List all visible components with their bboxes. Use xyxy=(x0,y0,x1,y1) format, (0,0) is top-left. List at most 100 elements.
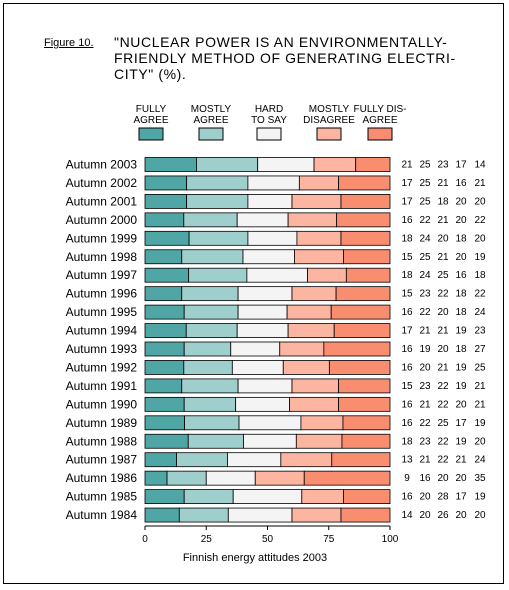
category-label: Autumn 1985 xyxy=(66,490,138,504)
value-label-hard-to-say: 21 xyxy=(437,362,449,373)
bar-segment-hard-to-say xyxy=(231,360,284,375)
bar-segment-mostly-agree xyxy=(183,489,234,505)
value-label-mostly-agree: 21 xyxy=(419,326,431,337)
legend-label-fully-agree: FULLY AGREE xyxy=(133,104,168,126)
bar-segment-mostly-disagree xyxy=(307,267,347,283)
value-label-mostly-agree: 23 xyxy=(419,289,431,300)
bar-segment-hard-to-say xyxy=(247,230,298,246)
category-label: Autumn 1987 xyxy=(66,453,138,467)
value-label-hard-to-say: 23 xyxy=(437,160,449,171)
value-label-fully-agree: 16 xyxy=(401,399,413,410)
value-label-fully-disagree: 21 xyxy=(474,399,486,410)
category-labels: Autumn 2003 Autumn 2002 Autumn 2001 Autumn … xyxy=(66,158,138,523)
value-label-mostly-agree: 20 xyxy=(419,362,431,373)
bar-segment-mostly-disagree xyxy=(296,230,342,246)
value-label-fully-agree: 15 xyxy=(401,252,413,263)
bar-segment-fully-disagree xyxy=(333,323,391,338)
value-label-hard-to-say: 22 xyxy=(437,455,449,466)
category-label: Autumn 1991 xyxy=(66,379,138,393)
value-label-fully-disagree: 35 xyxy=(474,473,486,484)
category-label: Autumn 1999 xyxy=(66,231,138,245)
value-label-hard-to-say: 20 xyxy=(437,473,449,484)
value-label-fully-agree: 17 xyxy=(401,178,413,189)
value-label-hard-to-say: 22 xyxy=(437,289,449,300)
value-label-fully-disagree: 23 xyxy=(474,326,486,337)
bar-segment-fully-disagree xyxy=(338,396,391,412)
bar-segment-mostly-agree xyxy=(178,507,229,523)
bar-segment-hard-to-say xyxy=(247,175,300,191)
bar-segment-mostly-disagree xyxy=(291,193,342,209)
value-label-fully-disagree: 21 xyxy=(474,381,486,392)
value-label-fully-agree: 16 xyxy=(401,344,413,355)
bar-segment-mostly-disagree xyxy=(291,507,342,523)
bar-segment-mostly-agree xyxy=(186,193,249,209)
bar-segment-fully-disagree xyxy=(335,286,391,302)
bar-segment-hard-to-say xyxy=(227,507,293,523)
value-label-hard-to-say: 22 xyxy=(437,381,449,392)
bar-segment-mostly-agree xyxy=(183,341,232,357)
value-label-mostly-agree: 19 xyxy=(419,344,431,355)
legend: FULLY AGREE MOSTLY AGREE HARD TO SAY MOSTLY DIS… xyxy=(133,104,406,141)
value-label-hard-to-say: 21 xyxy=(437,326,449,337)
value-label-fully-disagree: 19 xyxy=(474,252,486,263)
value-label-mostly-agree: 25 xyxy=(419,160,431,171)
bar-segment-fully-agree xyxy=(144,433,189,449)
bar-segment-mostly-disagree xyxy=(301,489,344,505)
bar-segment-fully-disagree xyxy=(340,230,391,246)
x-tick-label: 100 xyxy=(382,534,399,545)
value-label-hard-to-say: 20 xyxy=(437,307,449,318)
value-label-fully-disagree: 20 xyxy=(474,436,486,447)
bar-segment-fully-agree xyxy=(144,396,185,412)
bar-segment-mostly-agree xyxy=(188,267,248,283)
bar-segment-fully-agree xyxy=(144,304,185,320)
bar-segment-fully-disagree xyxy=(303,470,391,486)
value-label-mostly-agree: 21 xyxy=(419,399,431,410)
bar-segment-mostly-disagree xyxy=(286,304,332,320)
bar-segment-fully-agree xyxy=(144,323,187,338)
value-label-mostly-disagree: 18 xyxy=(455,233,467,244)
value-label-fully-disagree: 24 xyxy=(474,307,486,318)
figure-title: "NUCLEAR POWER IS AN ENVIRONMENTALLY- FR… xyxy=(114,34,456,82)
category-label: Autumn 1986 xyxy=(66,471,138,485)
value-label-mostly-agree: 20 xyxy=(419,510,431,521)
bar-segment-mostly-disagree xyxy=(279,341,325,357)
value-label-mostly-disagree: 18 xyxy=(455,344,467,355)
bar-segment-mostly-disagree xyxy=(280,452,333,468)
category-label: Autumn 1995 xyxy=(66,305,138,319)
bar-segment-mostly-agree xyxy=(185,323,238,338)
value-label-mostly-disagree: 20 xyxy=(455,399,467,410)
bar-segment-fully-agree xyxy=(144,249,183,265)
value-label-fully-agree: 21 xyxy=(401,160,413,171)
bar-segment-mostly-agree xyxy=(186,175,249,191)
bar-segment-fully-disagree xyxy=(340,507,391,523)
value-label-mostly-disagree: 20 xyxy=(455,510,467,521)
value-label-fully-agree: 17 xyxy=(401,196,413,207)
value-label-fully-disagree: 20 xyxy=(474,233,486,244)
value-label-fully-agree: 14 xyxy=(401,510,413,521)
value-label-hard-to-say: 18 xyxy=(437,196,449,207)
category-label: Autumn 2002 xyxy=(66,176,138,190)
bar-segment-fully-agree xyxy=(144,415,185,431)
bar-segment-fully-disagree xyxy=(355,157,391,172)
category-label: Autumn 1989 xyxy=(66,416,138,430)
legend-swatch-fully-agree xyxy=(138,127,164,141)
value-label-hard-to-say: 25 xyxy=(437,270,449,281)
x-tick-label: 25 xyxy=(201,534,213,545)
bar-segment-hard-to-say xyxy=(237,378,293,394)
bar-segment-fully-disagree xyxy=(343,249,391,265)
value-label-hard-to-say: 25 xyxy=(437,418,449,429)
bar-segment-mostly-agree xyxy=(196,157,259,172)
category-label: Autumn 2001 xyxy=(66,194,138,208)
legend-swatch-fully-disagree xyxy=(367,127,393,141)
bar-segment-mostly-agree xyxy=(176,452,228,468)
bar-segment-mostly-agree xyxy=(183,304,239,320)
legend-label-hard-to-say: HARD TO SAY xyxy=(251,104,287,126)
legend-swatch-mostly-agree xyxy=(198,127,224,141)
bar-segment-mostly-disagree xyxy=(298,175,339,191)
bar-segment-hard-to-say xyxy=(237,304,288,320)
bar-segment-fully-agree xyxy=(144,507,180,523)
category-label: Autumn 1984 xyxy=(66,508,138,522)
bar-segment-fully-agree xyxy=(144,470,168,486)
bar-segment-fully-agree xyxy=(144,452,177,468)
bar-segment-mostly-disagree xyxy=(254,470,305,486)
